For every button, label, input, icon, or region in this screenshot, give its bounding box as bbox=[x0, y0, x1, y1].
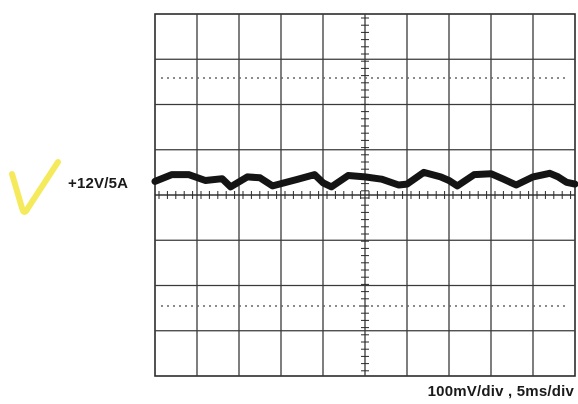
yellow-check-mark bbox=[9, 159, 61, 215]
trace-group bbox=[151, 168, 578, 191]
waveform-trace bbox=[151, 168, 578, 191]
center-axis-ticks bbox=[155, 17, 575, 372]
trace-label: +12V/5A bbox=[68, 175, 129, 192]
scale-label: 100mV/div , 5ms/div bbox=[427, 383, 574, 400]
